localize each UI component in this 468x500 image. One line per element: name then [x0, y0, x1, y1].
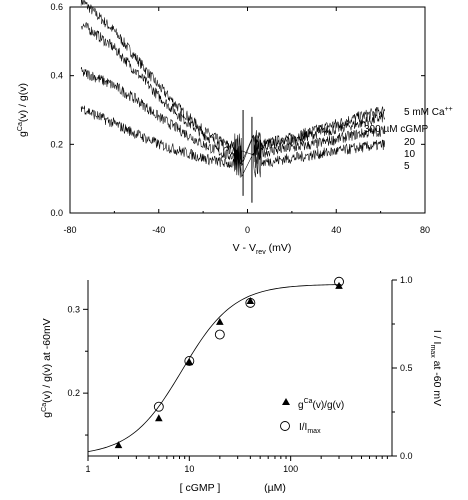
top-chart: -80 -40 0 40 80 0.0 0.2 0.4 0.6 gCa(v) / g(v) V…: [17, 0, 453, 256]
trace-5: [80, 105, 385, 178]
top-x-axis-label: V - Vrev (mV): [233, 242, 292, 256]
bottom-y-ticks: 0.2 0.3: [67, 304, 88, 436]
bottom-x-tick-label: 100: [283, 464, 298, 474]
circle-point: [153, 401, 164, 412]
bottom-x-tick-label: 1: [85, 464, 90, 474]
top-x-tick-label: 0: [245, 225, 250, 235]
top-x-tick-label: -80: [63, 225, 76, 235]
top-y-ticks: 0.0 0.2 0.4 0.6: [50, 2, 425, 218]
top-y-tick-label: 0.6: [50, 2, 63, 12]
bottom-y-axis-label: gCa(v) / g(v) at -60mV: [41, 318, 53, 417]
bottom-y2-tick-label: 0.0: [400, 451, 413, 461]
bottom-x-axis-label-left: [ cGMP ]: [180, 482, 221, 494]
top-x-ticks: -80 -40 0 40 80: [63, 7, 430, 235]
triangle-point: [114, 441, 123, 449]
bottom-y2-ticks: 0.0 0.5 1.0: [392, 275, 413, 461]
bottom-x-axis-label-right: (µM): [264, 482, 286, 494]
legend-label-gca: gCa(v)/g(v): [298, 398, 344, 411]
legend-circle-marker: [280, 421, 290, 431]
trace-300: [80, 0, 385, 163]
bottom-x-tick-label: 10: [184, 464, 194, 474]
top-x-tick-label: 80: [420, 225, 430, 235]
top-x-tick-label: -40: [152, 225, 165, 235]
top-y-axis-label: gCa(v) / g(v): [17, 83, 29, 137]
trace-10: [80, 66, 385, 173]
circle-point: [245, 297, 256, 308]
annotation-ion: 5 mM Ca++: [404, 106, 453, 118]
bottom-y2-tick-label: 0.5: [400, 363, 413, 373]
circle-point: [184, 356, 195, 366]
triangle-point: [335, 281, 343, 289]
triangle-point: [155, 414, 163, 422]
bottom-y2-tick-label: 1.0: [400, 275, 413, 285]
bottom-chart: 1 10 100 0.2 0.3 0.0 0.5 1.0 gCa(v) / g(v) at…: [41, 275, 443, 494]
top-y-tick-label: 0.2: [50, 139, 63, 149]
circle-point: [334, 276, 344, 287]
series-label-20: 20: [404, 137, 416, 148]
triangle-point: [216, 317, 224, 325]
series-label-10: 10: [404, 149, 416, 160]
legend-triangle-marker: [282, 398, 290, 405]
annotation-cgmp: 300 µM cGMP: [364, 124, 428, 135]
legend-label-imax: I/Imax: [299, 422, 321, 435]
top-traces: [80, 0, 385, 203]
bottom-y-tick-label: 0.3: [67, 304, 80, 314]
circle-point: [214, 329, 225, 340]
legend: gCa(v)/g(v) I/Imax: [280, 398, 344, 435]
bottom-y-tick-label: 0.2: [67, 388, 80, 398]
bottom-x-ticks: 1 10 100: [85, 456, 388, 474]
bottom-data-points: [114, 276, 344, 449]
triangle-point: [246, 296, 255, 304]
bottom-y2-axis-label: I / Imax at -60 mV: [429, 330, 443, 406]
top-y-tick-label: 0.0: [50, 208, 63, 218]
top-x-tick-label: 40: [331, 225, 341, 235]
fit-curve: [87, 284, 342, 452]
trace-20: [80, 22, 385, 166]
series-label-5: 5: [404, 161, 410, 172]
top-y-tick-label: 0.4: [50, 71, 63, 81]
triangle-point: [185, 358, 194, 366]
